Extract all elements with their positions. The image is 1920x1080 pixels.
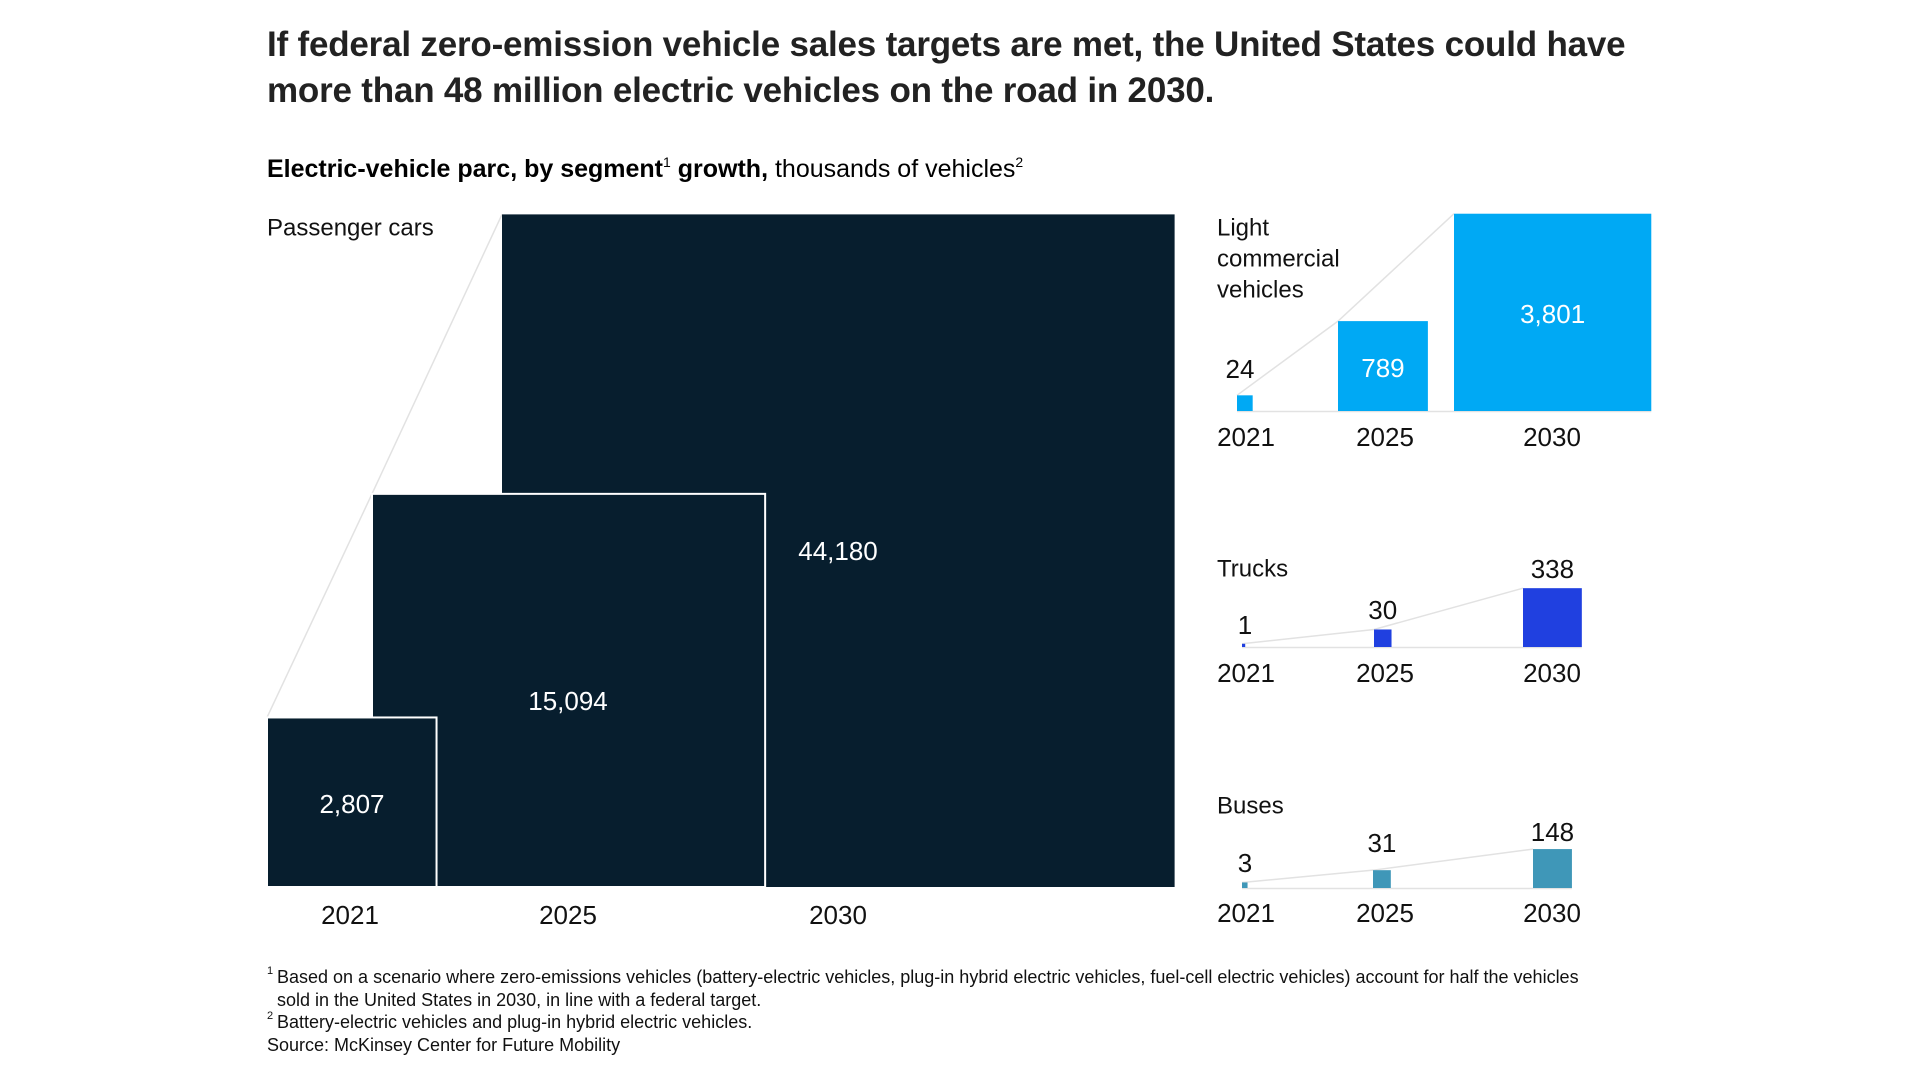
lcv-square-2030 — [1454, 213, 1652, 411]
lcv-square-2025 — [1338, 321, 1428, 411]
passenger-cars-year-2030: 2030 — [809, 900, 867, 930]
passenger-cars-year-2021: 2021 — [321, 900, 379, 930]
trucks-value-2030: 338 — [1531, 554, 1574, 584]
trucks-square-2021 — [1242, 643, 1246, 647]
trucks-square-2025 — [1374, 629, 1392, 647]
lcv-value-2030: 3,801 — [1520, 299, 1585, 329]
trucks-year-2025: 2025 — [1356, 658, 1414, 688]
footnote-ref-2: 2 — [1015, 154, 1024, 170]
source-note: Source: McKinsey Center for Future Mobil… — [267, 1034, 621, 1055]
passenger-cars-value-2025: 15,094 — [528, 686, 608, 716]
subtitle-bold-1: Electric-vehicle parc, by segment — [267, 155, 664, 183]
chart-title: If federal zero-emission vehicle sales t… — [267, 25, 1626, 110]
lcv-value-2025: 789 — [1361, 353, 1404, 383]
buses-square-2025 — [1373, 870, 1391, 888]
lcv-year-2025: 2025 — [1356, 422, 1414, 452]
segment-label-lcv-line-2: commercial — [1217, 246, 1340, 273]
footnote-1-marker: 1 — [267, 965, 274, 977]
passenger-cars-square-2021 — [266, 716, 438, 888]
trucks-year-2030: 2030 — [1523, 658, 1581, 688]
buses-year-2021: 2021 — [1217, 898, 1275, 928]
passenger-cars-value-2030: 44,180 — [798, 536, 878, 566]
passenger-cars-value-2021: 2,807 — [319, 789, 384, 819]
footnote-1-text: Based on a scenario where zero-emissions… — [277, 967, 1579, 1010]
lcv-year-2021: 2021 — [1217, 422, 1275, 452]
segment-label-buses: Buses — [1217, 793, 1284, 820]
footnote-2-text: Battery-electric vehicles and plug-in hy… — [277, 1012, 753, 1032]
chart-subtitle: Electric-vehicle parc, by segment1 growt… — [267, 153, 1023, 185]
footnote-2-marker: 2 — [267, 1010, 274, 1022]
buses-year-2025: 2025 — [1356, 898, 1414, 928]
passenger-cars-year-2025: 2025 — [539, 900, 597, 930]
buses-value-2021: 3 — [1238, 848, 1252, 878]
trucks-value-2021: 1 — [1238, 610, 1252, 640]
buses-square-2030 — [1533, 849, 1572, 888]
segment-label-lcv-line-3: vehicles — [1217, 277, 1304, 304]
lcv-value-2021: 24 — [1226, 354, 1255, 384]
segment-label-lcv-line-1: Light — [1217, 215, 1269, 242]
buses-square-2021 — [1242, 882, 1248, 888]
subtitle-unit: thousands of vehicles — [768, 155, 1016, 183]
lcv-square-2021 — [1237, 395, 1253, 411]
buses-value-2030: 148 — [1531, 817, 1574, 847]
segment-label-passenger-cars: Passenger cars — [267, 215, 434, 242]
footnote-ref-1: 1 — [663, 154, 671, 170]
footnote-2: 2 Battery-electric vehicles and plug-in h… — [267, 1010, 1607, 1034]
trucks-value-2025: 30 — [1368, 595, 1397, 625]
footnote-1: 1 Based on a scenario where zero-emission… — [267, 965, 1607, 1011]
buses-value-2025: 31 — [1367, 828, 1396, 858]
lcv-year-2030: 2030 — [1523, 422, 1581, 452]
footnotes: 1 Based on a scenario where zero-emission… — [267, 965, 1607, 1056]
buses-year-2030: 2030 — [1523, 898, 1581, 928]
segment-label-trucks: Trucks — [1217, 556, 1288, 583]
trucks-square-2030 — [1523, 588, 1582, 647]
trucks-year-2021: 2021 — [1217, 658, 1275, 688]
subtitle-bold-2: growth, — [670, 155, 769, 183]
